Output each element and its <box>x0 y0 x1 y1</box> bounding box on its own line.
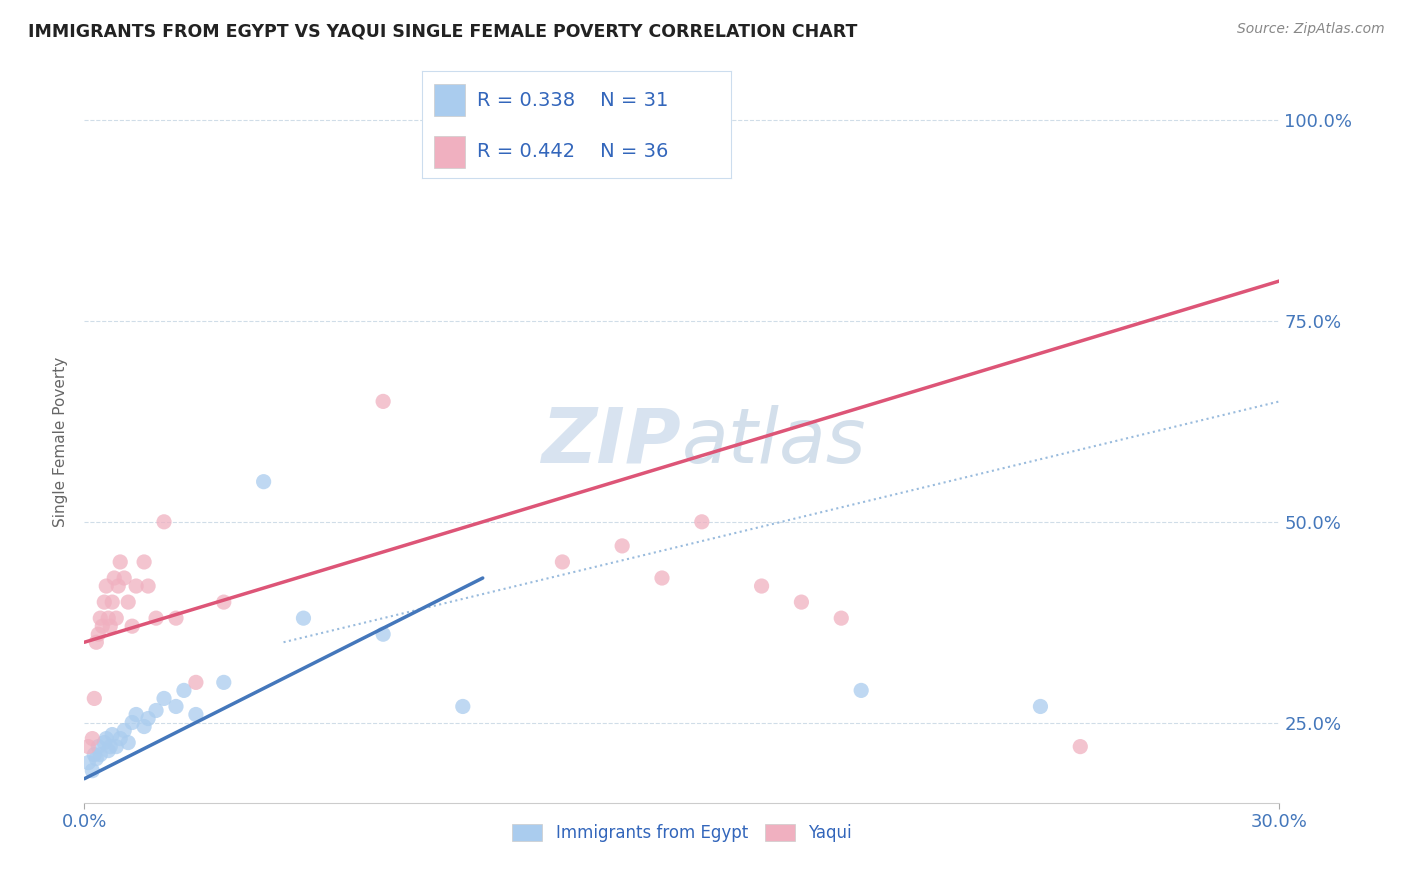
Point <box>83 747 105 762</box>
FancyBboxPatch shape <box>434 136 465 168</box>
Point <box>101 595 124 609</box>
Point <box>1029 699 1052 714</box>
Point <box>77 756 100 770</box>
Point <box>121 715 143 730</box>
Point <box>145 611 167 625</box>
Point <box>1069 739 1091 754</box>
Point <box>107 579 129 593</box>
Point <box>165 611 187 625</box>
Point <box>292 611 315 625</box>
Point <box>86 751 108 765</box>
Point <box>112 723 135 738</box>
Point <box>153 691 176 706</box>
Legend: Immigrants from Egypt, Yaqui: Immigrants from Egypt, Yaqui <box>506 817 858 848</box>
Point <box>451 699 474 714</box>
Point <box>89 611 111 625</box>
Point <box>851 683 873 698</box>
Point <box>651 571 673 585</box>
Point <box>132 555 156 569</box>
Point <box>830 611 852 625</box>
Point <box>91 619 114 633</box>
Text: ZIP: ZIP <box>543 405 682 478</box>
Point <box>551 555 574 569</box>
Point <box>117 595 139 609</box>
Point <box>373 394 395 409</box>
Point <box>87 739 110 754</box>
Point <box>125 579 148 593</box>
Point <box>103 571 125 585</box>
Text: atlas: atlas <box>682 405 866 478</box>
Point <box>751 579 773 593</box>
Point <box>253 475 276 489</box>
Point <box>184 675 207 690</box>
Text: IMMIGRANTS FROM EGYPT VS YAQUI SINGLE FEMALE POVERTY CORRELATION CHART: IMMIGRANTS FROM EGYPT VS YAQUI SINGLE FE… <box>28 22 858 40</box>
Point <box>153 515 176 529</box>
Point <box>136 712 159 726</box>
Point <box>83 691 105 706</box>
Point <box>373 627 395 641</box>
Point <box>82 764 104 778</box>
Point <box>89 747 111 762</box>
Point <box>96 579 118 593</box>
Point <box>96 731 118 746</box>
Point <box>117 735 139 749</box>
Point <box>121 619 143 633</box>
Point <box>110 555 132 569</box>
Point <box>132 719 156 733</box>
Point <box>98 619 121 633</box>
Point <box>93 735 115 749</box>
FancyBboxPatch shape <box>434 84 465 116</box>
Y-axis label: Single Female Poverty: Single Female Poverty <box>53 357 69 526</box>
Point <box>165 699 187 714</box>
Point <box>212 675 235 690</box>
Point <box>173 683 195 698</box>
Text: R = 0.338    N = 31: R = 0.338 N = 31 <box>478 91 669 110</box>
Point <box>145 703 167 717</box>
Point <box>86 635 108 649</box>
Text: Source: ZipAtlas.com: Source: ZipAtlas.com <box>1237 22 1385 37</box>
Point <box>97 744 120 758</box>
Point <box>790 595 813 609</box>
Point <box>212 595 235 609</box>
Point <box>101 728 124 742</box>
Point <box>612 539 634 553</box>
Point <box>136 579 159 593</box>
Point <box>125 707 148 722</box>
Point <box>112 571 135 585</box>
Point <box>105 611 128 625</box>
Point <box>690 515 713 529</box>
Point <box>110 731 132 746</box>
Point <box>97 611 120 625</box>
Point <box>105 739 128 754</box>
Point <box>184 707 207 722</box>
Text: R = 0.442    N = 36: R = 0.442 N = 36 <box>478 142 669 161</box>
Point <box>87 627 110 641</box>
Point <box>93 595 115 609</box>
Point <box>98 739 121 754</box>
Point <box>82 731 104 746</box>
Point <box>77 739 100 754</box>
